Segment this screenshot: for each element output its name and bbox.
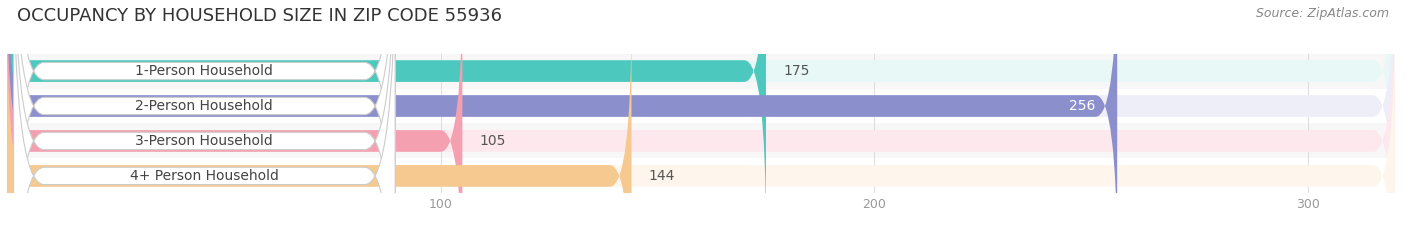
FancyBboxPatch shape <box>14 0 395 233</box>
FancyBboxPatch shape <box>7 0 1395 233</box>
Text: Source: ZipAtlas.com: Source: ZipAtlas.com <box>1256 7 1389 20</box>
FancyBboxPatch shape <box>7 12 631 233</box>
Text: 2-Person Household: 2-Person Household <box>135 99 273 113</box>
Bar <box>7 89 1395 123</box>
FancyBboxPatch shape <box>7 0 1118 233</box>
FancyBboxPatch shape <box>7 0 1395 233</box>
Text: 144: 144 <box>648 169 675 183</box>
Text: 105: 105 <box>479 134 506 148</box>
FancyBboxPatch shape <box>7 0 1395 233</box>
Text: 175: 175 <box>783 64 810 78</box>
Text: OCCUPANCY BY HOUSEHOLD SIZE IN ZIP CODE 55936: OCCUPANCY BY HOUSEHOLD SIZE IN ZIP CODE … <box>17 7 502 25</box>
Bar <box>7 123 1395 158</box>
FancyBboxPatch shape <box>7 0 463 233</box>
FancyBboxPatch shape <box>14 0 395 233</box>
Bar <box>7 54 1395 89</box>
Text: 1-Person Household: 1-Person Household <box>135 64 273 78</box>
FancyBboxPatch shape <box>7 12 1395 233</box>
Text: 256: 256 <box>1069 99 1095 113</box>
Text: 3-Person Household: 3-Person Household <box>135 134 273 148</box>
Text: 4+ Person Household: 4+ Person Household <box>129 169 278 183</box>
FancyBboxPatch shape <box>7 0 766 233</box>
FancyBboxPatch shape <box>14 0 395 233</box>
FancyBboxPatch shape <box>14 0 395 233</box>
Bar <box>7 158 1395 193</box>
